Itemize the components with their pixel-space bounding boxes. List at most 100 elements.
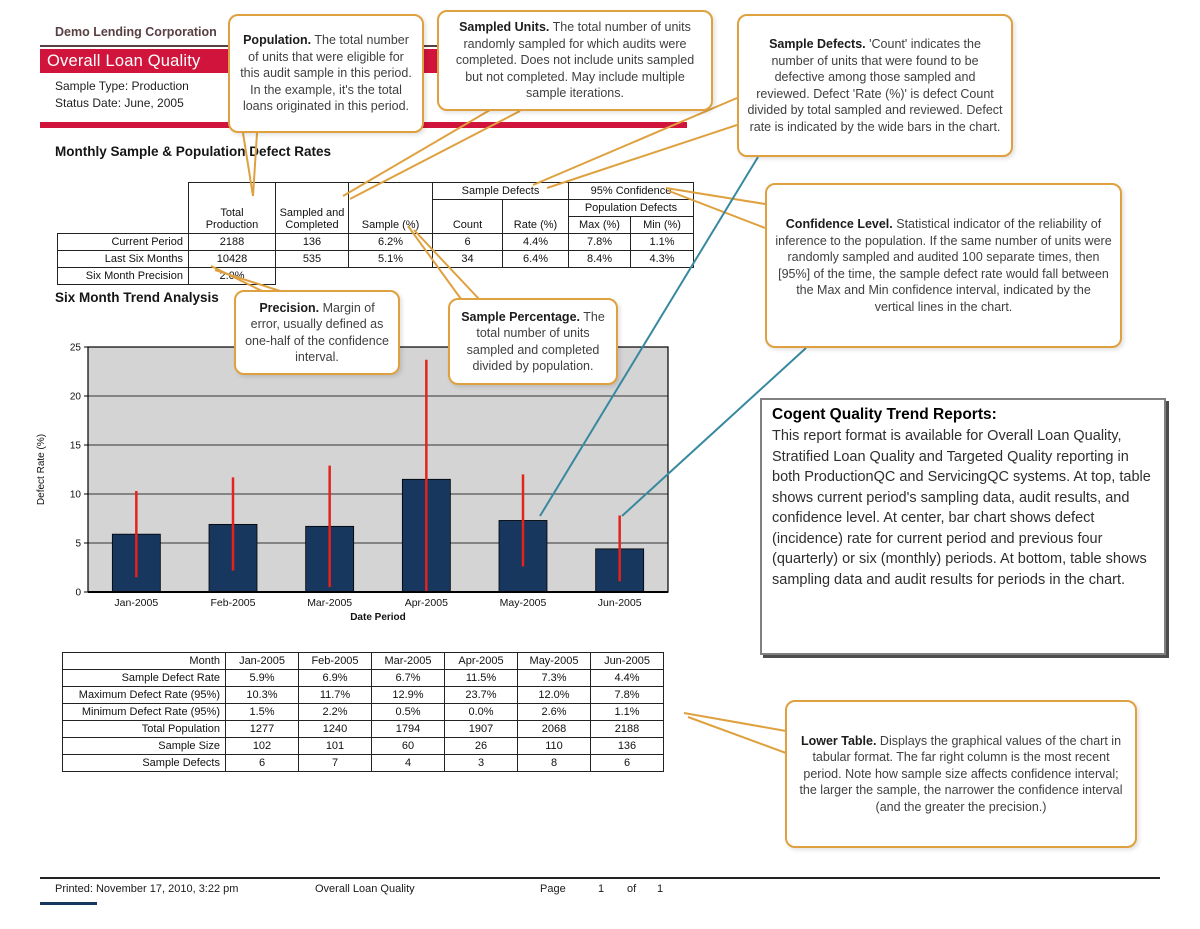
y-tick-label: 10 (70, 490, 82, 501)
table-row: Month Jan-2005 Feb-2005 Mar-2005 Apr-200… (62, 652, 664, 670)
column-header: Rate (%) (502, 199, 569, 234)
company-name: Demo Lending Corporation (55, 25, 217, 39)
cogent-description-box: Cogent Quality Trend Reports: This repor… (760, 398, 1166, 655)
column-header: Feb-2005 (298, 652, 372, 670)
x-tick-label: Jan-2005 (114, 597, 158, 609)
spacer-cell (58, 217, 189, 234)
callout-title: Sample Percentage. (461, 309, 580, 324)
row-label: Six Month Precision (57, 267, 189, 285)
footer-printed: Printed: November 17, 2010, 3:22 pm (55, 883, 239, 895)
y-tick-label: 0 (75, 588, 81, 599)
cell: 6.9% (298, 669, 372, 687)
footer-total-pages: 1 (657, 883, 664, 895)
callout-title: Confidence Level. (785, 217, 893, 231)
cell: 4.4% (502, 233, 569, 251)
column-header: Count (432, 199, 503, 234)
y-tick-label: 5 (75, 539, 81, 550)
row-label: Sample Defect Rate (62, 669, 226, 687)
column-header: Apr-2005 (444, 652, 518, 670)
cell: 26 (444, 737, 518, 755)
column-header: Mar-2005 (371, 652, 445, 670)
callout-title: Precision. (259, 300, 320, 315)
cell: 1240 (298, 720, 372, 738)
y-axis-title: Defect Rate (%) (36, 434, 47, 505)
cell: 1.1% (590, 703, 664, 721)
chart-section-title: Six Month Trend Analysis (55, 290, 219, 305)
y-tick-label: 20 (70, 392, 82, 403)
cell: 2188 (188, 233, 276, 251)
cell: 102 (225, 737, 299, 755)
callout-lower-table: Lower Table. Displays the graphical valu… (785, 700, 1137, 848)
cell: 8.4% (568, 250, 631, 268)
cell: 101 (298, 737, 372, 755)
x-axis-title: Date Period (350, 612, 406, 623)
callout-body: The total number of units randomly sampl… (455, 20, 695, 101)
group-header: 95% Confidence (567, 182, 695, 200)
group-header: Sample Defects (432, 182, 569, 200)
table-row: Maximum Defect Rate (95%) 10.3% 11.7% 12… (62, 686, 664, 704)
cell: 6.2% (348, 233, 433, 251)
row-label: Total Population (62, 720, 226, 738)
sample-type: Sample Type: Production (55, 79, 189, 93)
callout-confidence-level: Confidence Level. Statistical indicator … (765, 183, 1122, 348)
cell: 1794 (371, 720, 445, 738)
callout-title: Lower Table. (800, 733, 877, 748)
cell: 4 (371, 754, 445, 772)
cell: 2.0% (188, 267, 276, 285)
callout-body: Displays the graphical values of the cha… (799, 733, 1123, 814)
column-header: Total Production (188, 182, 276, 234)
x-tick-label: Apr-2005 (405, 597, 448, 609)
leader-line (683, 712, 787, 732)
callout-text: Population. The total number of units th… (238, 32, 414, 115)
cell: 4.4% (590, 669, 664, 687)
bottom-edge-mark (40, 902, 97, 905)
cell: 0.5% (371, 703, 445, 721)
callout-precision: Precision. Margin of error, usually defi… (234, 290, 400, 375)
cell: 136 (590, 737, 664, 755)
footer-report-name: Overall Loan Quality (315, 883, 415, 895)
table-row: Minimum Defect Rate (95%) 1.5% 2.2% 0.5%… (62, 703, 664, 721)
callout-title: Population. (243, 33, 312, 48)
row-label: Minimum Defect Rate (95%) (62, 703, 226, 721)
cell: 6 (225, 754, 299, 772)
spacer-cell (276, 268, 694, 285)
column-header: Month (62, 652, 226, 670)
cell: 136 (275, 233, 349, 251)
column-header: Max (%) (568, 216, 631, 234)
spacer-cell (58, 200, 189, 217)
cell: 8 (517, 754, 591, 772)
table-row: Current Period 2188 136 6.2% 6 4.4% 7.8%… (57, 233, 695, 251)
cell: 10.3% (225, 686, 299, 704)
callout-body: 'Count' indicates the number of units th… (747, 37, 1003, 134)
cell: 0.0% (444, 703, 518, 721)
cogent-title: Cogent Quality Trend Reports: (772, 406, 997, 423)
column-header: Jun-2005 (590, 652, 664, 670)
row-label: Sample Defects (62, 754, 226, 772)
cell: 110 (517, 737, 591, 755)
callout-text: Confidence Level. Statistical indicator … (775, 216, 1112, 315)
cogent-body: This report format is available for Over… (772, 428, 1151, 589)
cell: 5.9% (225, 669, 299, 687)
footer-of-label: of (627, 883, 637, 895)
table-row: Sample Defects 6 7 4 3 8 6 (62, 754, 664, 772)
cell: 1.5% (225, 703, 299, 721)
callout-text: Precision. Margin of error, usually defi… (244, 300, 390, 366)
cell: 11.5% (444, 669, 518, 687)
callout-text: Sampled Units. The total number of units… (447, 19, 703, 102)
cell: 6.7% (371, 669, 445, 687)
table-row: Total Population 1277 1240 1794 1907 206… (62, 720, 664, 738)
y-tick-label: 25 (70, 343, 82, 354)
cell: 1907 (444, 720, 518, 738)
table-row: Sample Defect Rate 5.9% 6.9% 6.7% 11.5% … (62, 669, 664, 687)
cell: 12.0% (517, 686, 591, 704)
cell: 12.9% (371, 686, 445, 704)
row-label: Sample Size (62, 737, 226, 755)
callout-body: Statistical indicator of the reliability… (775, 217, 1112, 314)
table-row: Last Six Months 10428 535 5.1% 34 6.4% 8… (57, 250, 695, 268)
table-row: Six Month Precision 2.0% (57, 267, 694, 285)
cell: 535 (275, 250, 349, 268)
cell: 6 (432, 233, 503, 251)
cell: 23.7% (444, 686, 518, 704)
cell: 3 (444, 754, 518, 772)
